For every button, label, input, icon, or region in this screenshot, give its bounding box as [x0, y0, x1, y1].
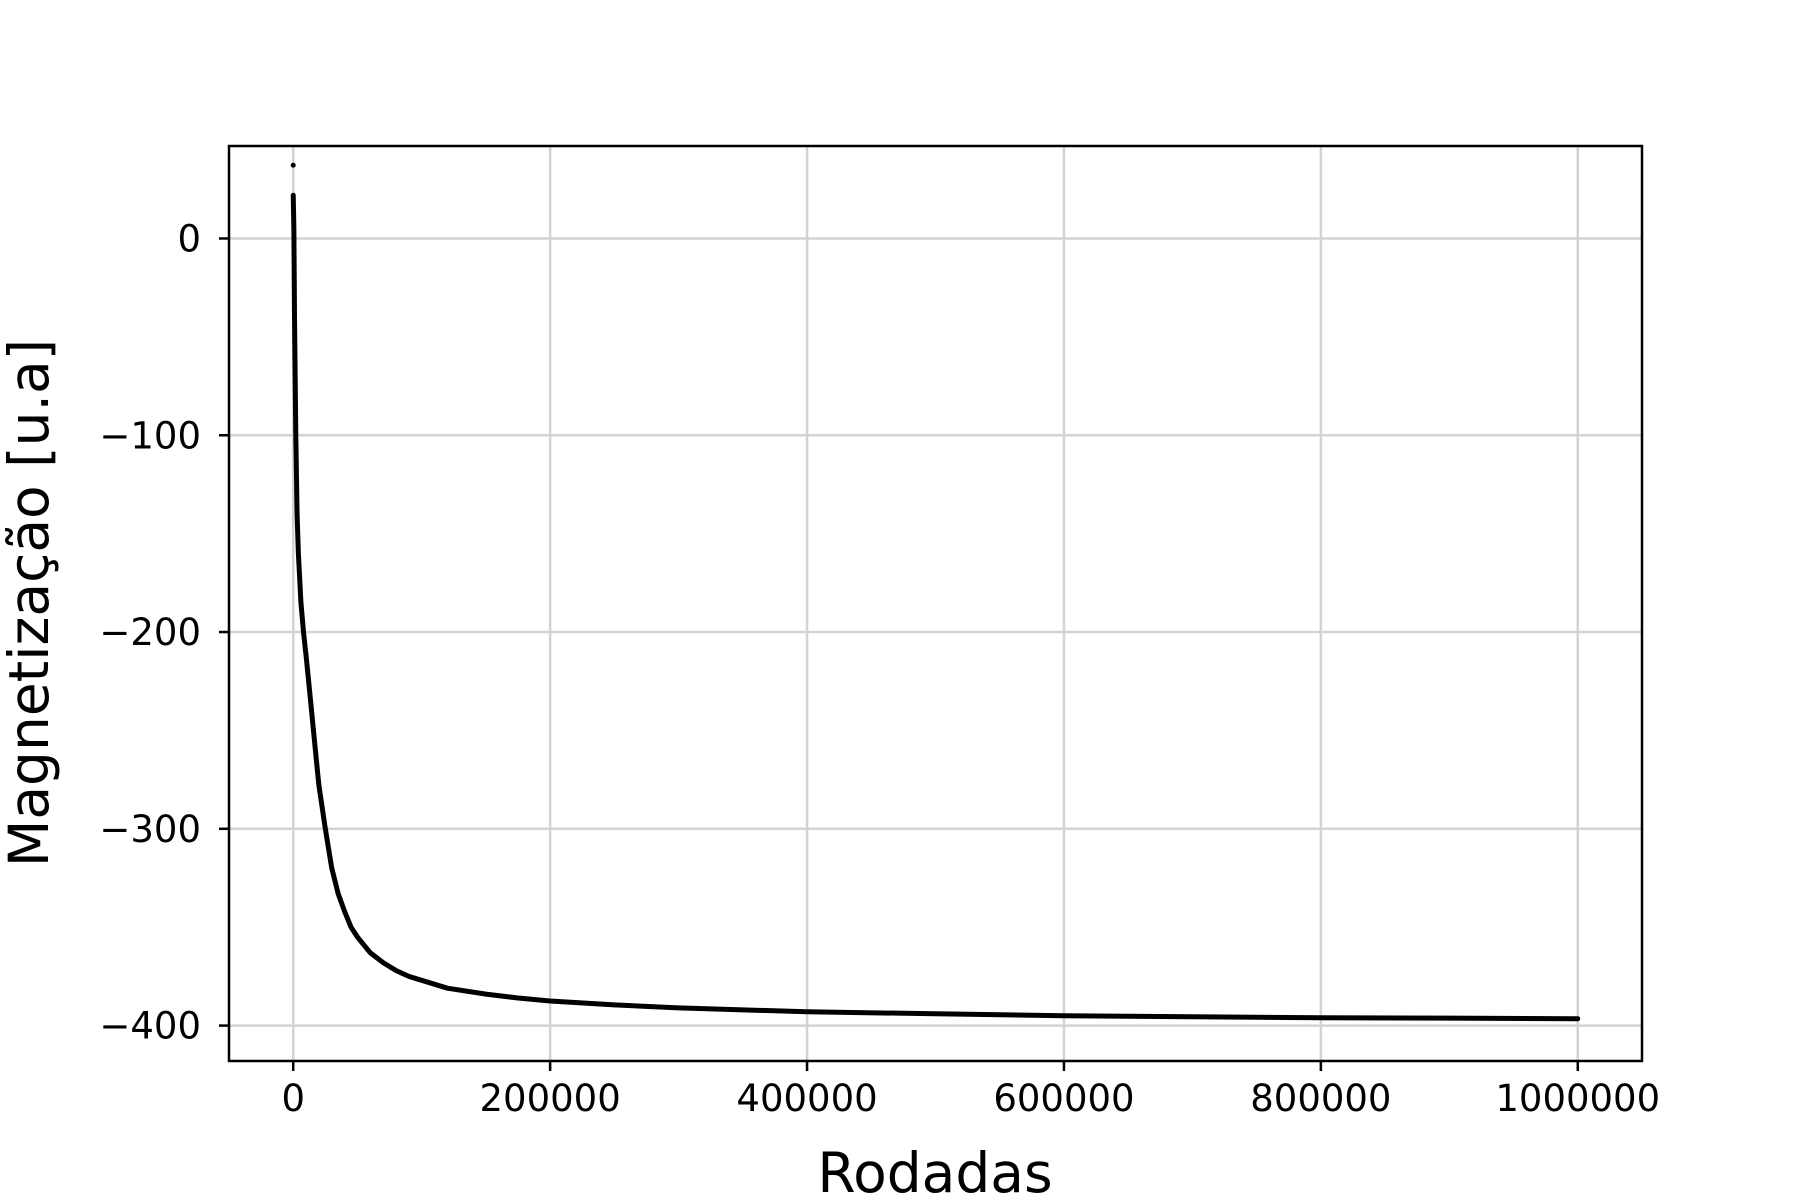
y-tick-label: −200 — [99, 611, 201, 654]
x-tick-label: 400000 — [736, 1077, 877, 1120]
y-axis-label: Magnetização [u.a] — [0, 339, 61, 867]
y-tick-label: −300 — [99, 808, 201, 851]
x-axis-label: Rodadas — [817, 1141, 1052, 1200]
y-tick-label: −400 — [99, 1005, 201, 1048]
magnetization-series-line — [290, 192, 1581, 1022]
x-axis-ticks: 0 200000 400000 600000 800000 1000000 — [281, 1061, 1660, 1120]
x-tick-label: 0 — [281, 1077, 305, 1120]
y-tick-label: −100 — [99, 414, 201, 457]
x-tick-label: 600000 — [993, 1077, 1134, 1120]
x-tick-label: 800000 — [1250, 1077, 1391, 1120]
plot-background — [229, 146, 1642, 1061]
x-tick-label: 1000000 — [1495, 1077, 1660, 1120]
plot-frame — [227, 144, 1644, 1063]
x-tick-label: 200000 — [480, 1077, 621, 1120]
y-tick-label: 0 — [177, 217, 201, 260]
grid-lines — [229, 146, 1642, 1061]
initial-data-point — [290, 162, 296, 168]
y-axis-ticks: 0 −100 −200 −300 −400 — [99, 217, 229, 1048]
